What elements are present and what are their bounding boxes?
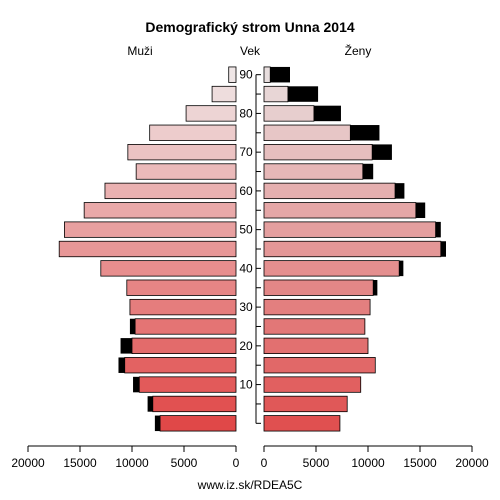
female-bar-25-29 xyxy=(263,318,366,335)
male-bar-55-59 xyxy=(83,202,237,219)
age-tick-label: 60 xyxy=(239,184,253,198)
male-bar-50-54 xyxy=(64,221,237,238)
female-bar-20-24 xyxy=(263,337,369,354)
female-bar-10-14 xyxy=(263,376,362,393)
female-bar-50-54 xyxy=(263,221,437,238)
male-bar-10-14 xyxy=(138,376,237,393)
female-x-axis: 0 5000 10000 15000 20000 xyxy=(261,445,489,470)
female-surplus-65-69 xyxy=(362,163,374,180)
female-surplus-85-89 xyxy=(287,86,319,102)
age-tick-label: 30 xyxy=(239,300,253,314)
age-tick-label: 80 xyxy=(239,106,253,120)
male-x-axis: 0 5000 10000 15000 20000 xyxy=(11,445,240,470)
female-surplus-70-74 xyxy=(372,144,392,160)
female-bar-30-34 xyxy=(263,298,371,316)
female-surplus-75-79 xyxy=(350,125,380,141)
male-surplus-5-9 xyxy=(147,396,153,412)
male-bar-45-49 xyxy=(58,240,237,258)
male-label: Muži xyxy=(127,44,152,58)
male-bar-70-74 xyxy=(127,144,237,161)
male-bar-75-79 xyxy=(149,124,237,141)
female-x-tick-label: 20000 xyxy=(455,456,489,470)
male-bar-90+ xyxy=(228,66,237,83)
female-bar-90+ xyxy=(263,66,271,83)
female-bar-55-59 xyxy=(263,202,417,219)
male-x-tick-label: 5000 xyxy=(171,456,198,470)
female-bar-45-49 xyxy=(263,240,442,258)
male-surplus-15-19 xyxy=(118,357,125,373)
female-surplus-80-84 xyxy=(313,105,341,122)
footer-source: www.iz.sk/RDEA5C xyxy=(197,478,303,492)
male-bar-60-64 xyxy=(104,182,237,200)
female-surplus-90+ xyxy=(270,66,290,83)
male-bar-0-4 xyxy=(159,415,237,432)
female-bar-15-19 xyxy=(263,357,376,374)
female-bar-80-84 xyxy=(263,105,315,122)
female-surplus-50-54 xyxy=(435,221,441,238)
male-bar-20-24 xyxy=(131,337,237,354)
age-tick-label: 70 xyxy=(239,145,253,159)
male-surplus-20-24 xyxy=(120,338,132,354)
male-x-tick-label: 15000 xyxy=(63,456,97,470)
age-axis-label: Vek xyxy=(240,44,261,58)
male-surplus-25-29 xyxy=(129,318,136,335)
female-x-tick-label: 0 xyxy=(261,456,268,470)
female-x-tick-label: 5000 xyxy=(303,456,330,470)
male-bar-40-44 xyxy=(100,260,237,277)
female-bars xyxy=(263,66,446,432)
male-bar-5-9 xyxy=(152,395,237,413)
male-bar-30-34 xyxy=(129,298,237,316)
female-bar-85-89 xyxy=(263,85,289,103)
female-x-tick-label: 10000 xyxy=(351,456,385,470)
male-bar-25-29 xyxy=(134,318,237,335)
female-bar-40-44 xyxy=(263,260,400,277)
male-bar-35-39 xyxy=(126,279,237,296)
female-surplus-60-64 xyxy=(395,183,405,199)
female-bar-0-4 xyxy=(263,415,341,432)
age-tick-label: 50 xyxy=(239,223,253,237)
age-tick-label: 10 xyxy=(239,378,253,392)
female-bar-5-9 xyxy=(263,395,348,413)
male-bar-85-89 xyxy=(211,85,237,103)
male-bar-65-69 xyxy=(135,163,237,180)
age-axis: 10 20 30 40 50 60 70 80 90 xyxy=(239,68,261,424)
male-surplus-0-4 xyxy=(154,415,161,432)
female-surplus-55-59 xyxy=(415,202,426,219)
female-bar-75-79 xyxy=(263,124,351,141)
female-surplus-45-49 xyxy=(440,241,446,257)
female-label: Ženy xyxy=(345,43,372,58)
male-bars xyxy=(58,66,237,432)
female-x-tick-label: 15000 xyxy=(403,456,437,470)
male-surplus-10-14 xyxy=(133,376,140,393)
age-tick-label: 20 xyxy=(239,339,253,353)
male-x-tick-label: 0 xyxy=(233,456,240,470)
male-bar-80-84 xyxy=(185,105,237,122)
age-tick-label: 40 xyxy=(239,261,253,275)
male-x-tick-label: 20000 xyxy=(11,456,45,470)
age-tick-label: 90 xyxy=(239,68,253,82)
female-surplus-40-44 xyxy=(399,260,404,277)
female-surplus-35-39 xyxy=(373,279,378,296)
male-bar-15-19 xyxy=(124,357,237,374)
female-bar-70-74 xyxy=(263,144,373,161)
chart-title: Demografický strom Unna 2014 xyxy=(145,19,355,35)
female-bar-65-69 xyxy=(263,163,364,180)
female-bar-35-39 xyxy=(263,279,374,296)
male-x-tick-label: 10000 xyxy=(115,456,149,470)
female-bar-60-64 xyxy=(263,182,396,200)
